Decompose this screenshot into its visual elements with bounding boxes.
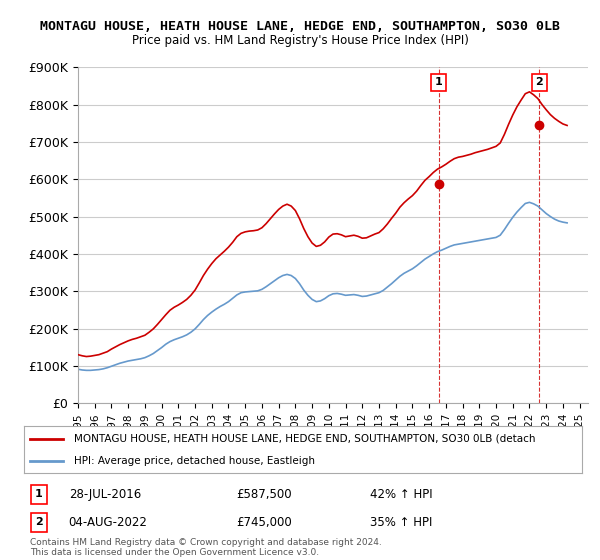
Text: 28-JUL-2016: 28-JUL-2016 [68,488,141,501]
Text: 04-AUG-2022: 04-AUG-2022 [68,516,148,529]
Text: £745,000: £745,000 [236,516,292,529]
Text: 1: 1 [435,77,443,87]
Text: £587,500: £587,500 [236,488,292,501]
Text: Price paid vs. HM Land Registry's House Price Index (HPI): Price paid vs. HM Land Registry's House … [131,34,469,46]
Text: Contains HM Land Registry data © Crown copyright and database right 2024.
This d: Contains HM Land Registry data © Crown c… [30,538,382,557]
Text: 2: 2 [35,517,43,527]
Text: MONTAGU HOUSE, HEATH HOUSE LANE, HEDGE END, SOUTHAMPTON, SO30 0LB: MONTAGU HOUSE, HEATH HOUSE LANE, HEDGE E… [40,20,560,32]
Text: 2: 2 [535,77,543,87]
Text: HPI: Average price, detached house, Eastleigh: HPI: Average price, detached house, East… [74,456,315,466]
Text: 35% ↑ HPI: 35% ↑ HPI [370,516,433,529]
Text: 42% ↑ HPI: 42% ↑ HPI [370,488,433,501]
Text: MONTAGU HOUSE, HEATH HOUSE LANE, HEDGE END, SOUTHAMPTON, SO30 0LB (detach: MONTAGU HOUSE, HEATH HOUSE LANE, HEDGE E… [74,434,536,444]
Text: 1: 1 [35,489,43,499]
